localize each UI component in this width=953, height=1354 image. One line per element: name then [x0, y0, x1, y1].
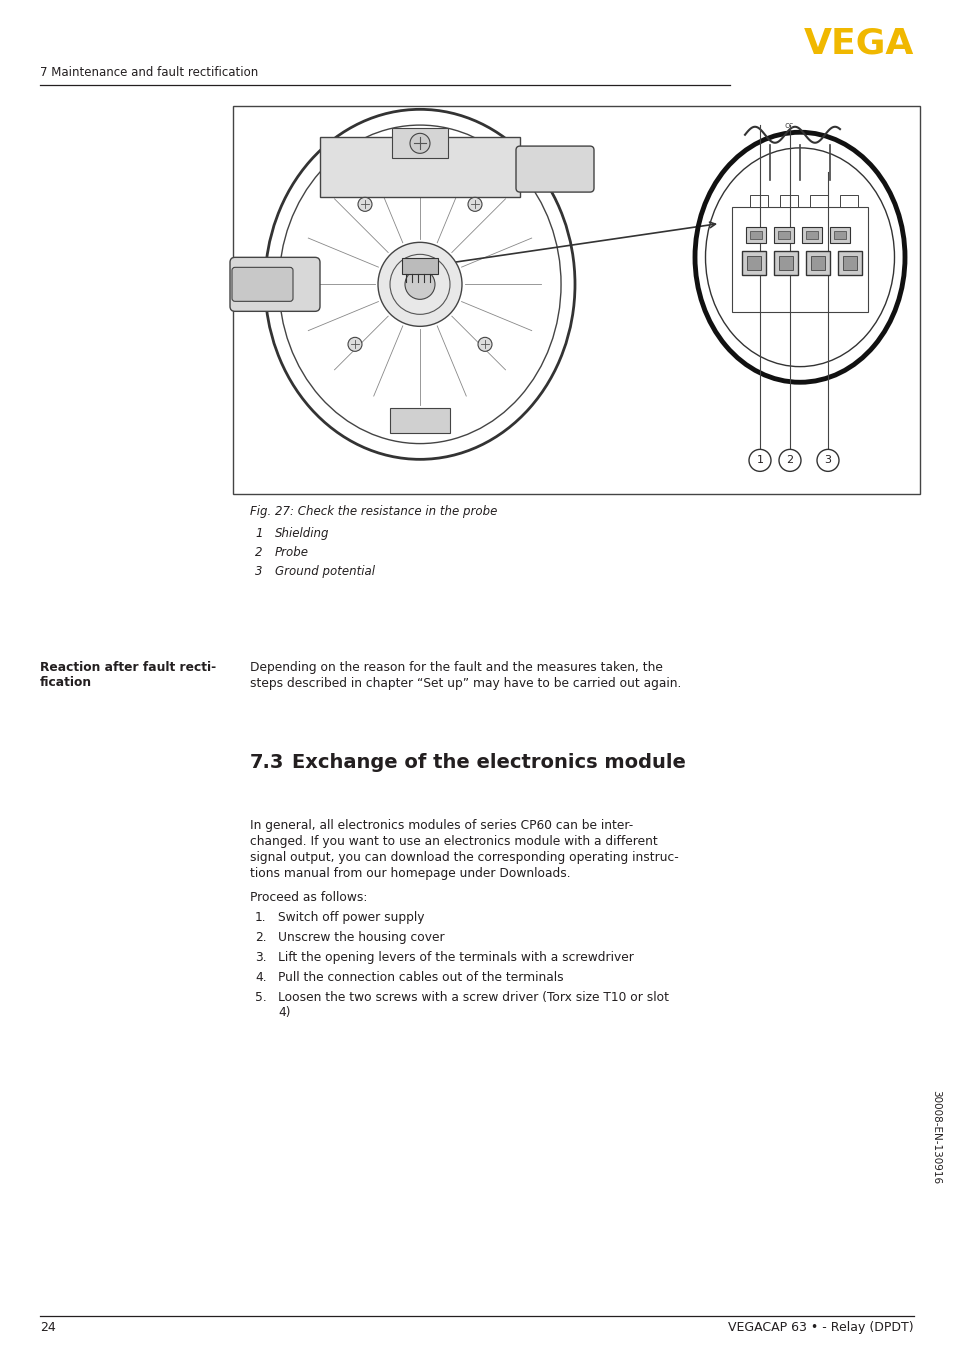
- Circle shape: [779, 450, 801, 471]
- Text: In general, all electronics modules of series CP60 can be inter-: In general, all electronics modules of s…: [250, 819, 633, 833]
- Bar: [778, 232, 789, 240]
- Bar: [840, 195, 857, 207]
- Text: 2.: 2.: [254, 932, 266, 944]
- FancyBboxPatch shape: [516, 146, 594, 192]
- Bar: [773, 227, 793, 244]
- Bar: [749, 232, 761, 240]
- FancyBboxPatch shape: [319, 137, 519, 196]
- Text: 1: 1: [254, 527, 262, 540]
- FancyBboxPatch shape: [232, 267, 293, 302]
- Circle shape: [410, 133, 430, 153]
- Bar: [233, 106, 919, 494]
- Text: fication: fication: [40, 676, 92, 689]
- Text: 30008-EN-130916: 30008-EN-130916: [930, 1090, 940, 1185]
- Bar: [745, 227, 765, 244]
- Text: 24: 24: [40, 1322, 56, 1334]
- Text: Loosen the two screws with a screw driver (Torx size T10 or slot: Loosen the two screws with a screw drive…: [277, 991, 668, 1005]
- Text: Shielding: Shielding: [274, 527, 329, 540]
- Text: signal output, you can download the corresponding operating instruc-: signal output, you can download the corr…: [250, 852, 678, 864]
- Bar: [779, 256, 792, 271]
- Bar: [401, 259, 437, 275]
- Bar: [780, 195, 797, 207]
- Text: Reaction after fault recti-: Reaction after fault recti-: [40, 661, 216, 674]
- Circle shape: [405, 269, 435, 299]
- Text: 3.: 3.: [254, 951, 266, 964]
- Bar: [773, 252, 797, 275]
- Bar: [833, 232, 845, 240]
- Text: 4): 4): [277, 1006, 290, 1020]
- Text: tions manual from our homepage under Downloads.: tions manual from our homepage under Dow…: [250, 867, 570, 880]
- Text: Unscrew the housing cover: Unscrew the housing cover: [277, 932, 444, 944]
- Text: 1: 1: [756, 455, 762, 466]
- Bar: [810, 256, 824, 271]
- Bar: [731, 207, 867, 313]
- Bar: [837, 252, 862, 275]
- Text: 7.3: 7.3: [250, 753, 284, 772]
- Text: 1.: 1.: [254, 911, 266, 925]
- Text: changed. If you want to use an electronics module with a different: changed. If you want to use an electroni…: [250, 835, 657, 848]
- Text: 2: 2: [254, 546, 262, 559]
- Bar: [801, 227, 821, 244]
- Text: Switch off power supply: Switch off power supply: [277, 911, 424, 925]
- Bar: [842, 256, 856, 271]
- Bar: [805, 232, 817, 240]
- Text: Ground potential: Ground potential: [274, 565, 375, 578]
- Bar: [805, 252, 829, 275]
- Bar: [829, 227, 849, 244]
- Text: Depending on the reason for the fault and the measures taken, the: Depending on the reason for the fault an…: [250, 661, 662, 674]
- Text: VEGACAP 63 • - Relay (DPDT): VEGACAP 63 • - Relay (DPDT): [727, 1322, 913, 1334]
- Bar: [741, 252, 765, 275]
- Text: Lift the opening levers of the terminals with a screwdriver: Lift the opening levers of the terminals…: [277, 951, 633, 964]
- Text: 3: 3: [823, 455, 831, 466]
- Bar: [746, 256, 760, 271]
- Bar: [392, 129, 448, 158]
- Circle shape: [377, 242, 461, 326]
- Text: Fig. 27: Check the resistance in the probe: Fig. 27: Check the resistance in the pro…: [250, 505, 497, 519]
- Circle shape: [357, 198, 372, 211]
- Bar: [749, 195, 767, 207]
- Bar: [809, 195, 827, 207]
- Text: steps described in chapter “Set up” may have to be carried out again.: steps described in chapter “Set up” may …: [250, 677, 680, 689]
- Text: 2: 2: [785, 455, 793, 466]
- FancyBboxPatch shape: [230, 257, 319, 311]
- Text: Exchange of the electronics module: Exchange of the electronics module: [292, 753, 685, 772]
- Text: 7 Maintenance and fault rectification: 7 Maintenance and fault rectification: [40, 65, 258, 79]
- Circle shape: [816, 450, 838, 471]
- Text: cc: cc: [784, 121, 794, 130]
- Text: Proceed as follows:: Proceed as follows:: [250, 891, 367, 904]
- Circle shape: [348, 337, 361, 351]
- Text: VEGA: VEGA: [802, 27, 913, 61]
- Text: 5.: 5.: [254, 991, 267, 1005]
- Circle shape: [477, 337, 492, 351]
- Text: Probe: Probe: [274, 546, 309, 559]
- Bar: [390, 408, 450, 433]
- Text: 4.: 4.: [254, 971, 266, 984]
- Text: Pull the connection cables out of the terminals: Pull the connection cables out of the te…: [277, 971, 563, 984]
- Circle shape: [748, 450, 770, 471]
- Text: 3: 3: [254, 565, 262, 578]
- Circle shape: [468, 198, 481, 211]
